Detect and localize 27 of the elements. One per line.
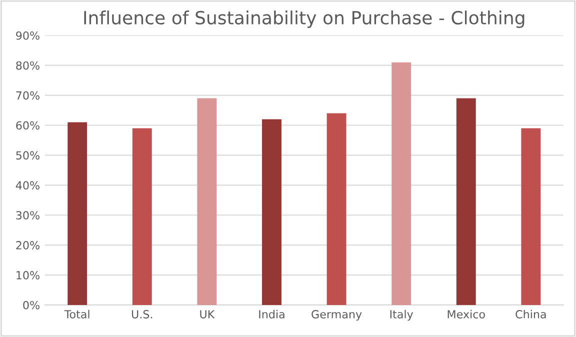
y-tick-label: 30% — [16, 211, 40, 220]
y-tick-label: 40% — [16, 181, 40, 190]
x-tick-label: UK — [200, 310, 215, 318]
x-tick-label: U.S. — [132, 310, 152, 318]
y-tick-label: 0% — [23, 300, 40, 310]
bar — [392, 62, 412, 305]
y-tick-label: 20% — [16, 241, 40, 250]
y-tick-label: 60% — [16, 121, 40, 130]
x-tick-label: Total — [64, 310, 90, 318]
bar — [132, 128, 152, 305]
y-tick-label: 10% — [16, 271, 40, 280]
bar — [521, 128, 541, 305]
x-tick-label: China — [516, 310, 546, 318]
x-tick-label: India — [259, 310, 284, 318]
bar — [68, 122, 88, 305]
bar — [326, 113, 346, 305]
chart-title: Influence of Sustainability on Purchase - Clothing — [84, 10, 524, 28]
y-tick-label: 50% — [16, 151, 40, 160]
bar — [456, 98, 476, 305]
x-tick-label: Germany — [312, 310, 362, 321]
bar — [197, 98, 217, 305]
y-tick-label: 70% — [16, 91, 40, 100]
x-tick-label: Italy — [390, 310, 414, 321]
bar — [262, 119, 282, 305]
y-tick-label: 90% — [16, 31, 40, 40]
y-tick-label: 80% — [16, 61, 40, 70]
x-tick-label: Mexico — [448, 310, 485, 318]
